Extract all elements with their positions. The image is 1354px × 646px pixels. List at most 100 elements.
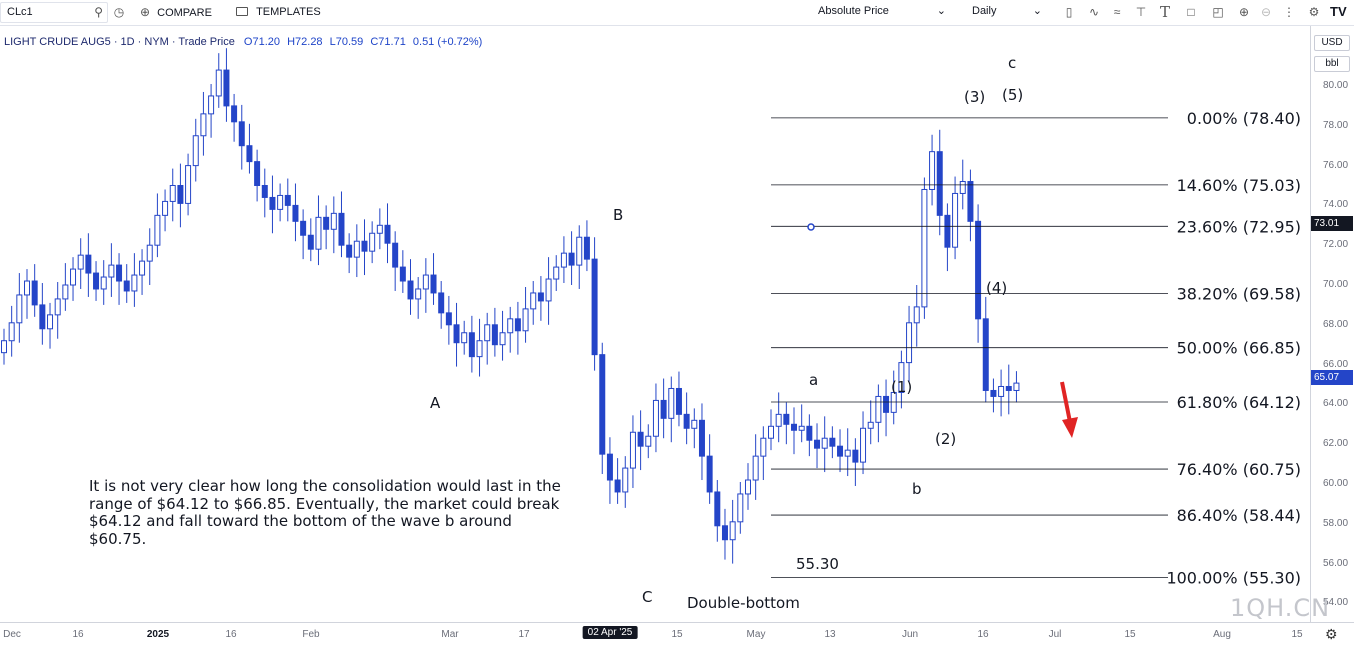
pattern-icon[interactable]: ◰ bbox=[1212, 5, 1224, 19]
candle-down bbox=[468, 332, 475, 358]
candle-up bbox=[376, 224, 383, 234]
price-tick-label: 66.00 bbox=[1323, 358, 1349, 370]
legend-title: LIGHT CRUDE AUG5 · 1D · NYM · Trade Pric… bbox=[4, 36, 235, 48]
candle-up bbox=[768, 425, 774, 439]
candle-down bbox=[936, 151, 943, 216]
candles-icon[interactable]: ▯ bbox=[1065, 5, 1073, 19]
candle-up bbox=[16, 294, 23, 324]
time-tick-label: Feb bbox=[302, 629, 320, 640]
price-tick-label: 76.00 bbox=[1323, 159, 1349, 171]
candle-down bbox=[944, 214, 951, 248]
symbol-search-input[interactable]: CLc1 ⚲ bbox=[0, 2, 108, 23]
trend-lines-icon[interactable]: ≈ bbox=[1113, 5, 1121, 19]
candle-up bbox=[77, 254, 84, 270]
candle-up bbox=[844, 449, 851, 457]
compare-button[interactable]: ⊕ COMPARE bbox=[140, 2, 212, 23]
candle-up bbox=[484, 324, 491, 342]
currency-select[interactable]: USD bbox=[1314, 35, 1350, 51]
time-tick-label: 15 bbox=[1124, 629, 1136, 640]
candle-down bbox=[123, 280, 130, 292]
candle-up bbox=[691, 419, 698, 429]
indicators-icon[interactable]: ∿ bbox=[1088, 5, 1100, 19]
candle-down bbox=[292, 204, 299, 222]
unit-select[interactable]: bbl bbox=[1314, 56, 1350, 72]
candle-up bbox=[821, 437, 828, 449]
interval-select[interactable]: Daily ⌄ bbox=[962, 2, 1048, 23]
candle-up bbox=[752, 455, 759, 481]
history-icon[interactable]: ◷ bbox=[113, 5, 125, 19]
price-tick-label: 68.00 bbox=[1323, 318, 1349, 330]
templates-label: TEMPLATES bbox=[256, 6, 321, 18]
time-axis[interactable]: Dec 16 2025 16 Feb Mar 17 02 Apr '25 15 May 13 Jun 1… bbox=[0, 622, 1354, 646]
candle-down bbox=[982, 318, 989, 391]
price-axis[interactable]: USD bbl 80.00 78.00 76.00 74.00 72.00 70.00 68… bbox=[1310, 26, 1354, 622]
last-price-label: 65.07 bbox=[1311, 370, 1353, 385]
price-tick-label: 62.00 bbox=[1323, 438, 1349, 450]
price-tick-label: 54.00 bbox=[1323, 597, 1349, 609]
fib-level-label: 38.20% (69.58) bbox=[1177, 284, 1301, 303]
wave-B-label: B bbox=[613, 206, 623, 224]
time-tick-label: 16 bbox=[225, 629, 237, 640]
candle-down bbox=[307, 234, 314, 250]
templates-button[interactable]: TEMPLATES bbox=[236, 2, 321, 23]
candle-up bbox=[100, 276, 107, 290]
legend-close: C71.71 bbox=[370, 36, 406, 48]
axis-settings-gear-icon[interactable]: ⚙ bbox=[1325, 626, 1338, 642]
time-tick-label: 15 bbox=[671, 629, 683, 640]
zoom-out-icon[interactable]: ⊖ bbox=[1260, 5, 1272, 19]
price-mode-select[interactable]: Absolute Price ⌄ bbox=[808, 2, 954, 23]
candle-up bbox=[729, 521, 736, 541]
crosshair-price-label: 73.01 bbox=[1311, 216, 1353, 231]
wave-2-label: (2) bbox=[935, 430, 956, 448]
candle-down bbox=[783, 413, 790, 425]
wave-a-label: a bbox=[809, 371, 818, 389]
candle-down bbox=[721, 525, 728, 541]
price-chart[interactable]: 0.00% (78.40) 14.60% (75.03) 23.60% (72.95… bbox=[0, 26, 1310, 622]
candle-up bbox=[576, 236, 583, 266]
candle-up bbox=[744, 479, 751, 495]
candle-up bbox=[200, 113, 207, 137]
candle-up bbox=[775, 413, 782, 427]
horizontal-line-icon[interactable]: ⊤ bbox=[1135, 5, 1147, 19]
fib-level-label: 76.40% (60.75) bbox=[1177, 460, 1301, 479]
candle-down bbox=[837, 445, 844, 457]
candle-up bbox=[545, 278, 552, 302]
candle-up bbox=[652, 399, 659, 437]
candle-down bbox=[606, 453, 613, 481]
candle-up bbox=[47, 314, 54, 330]
candle-down bbox=[1005, 385, 1012, 391]
candle-down bbox=[338, 212, 345, 246]
time-tick-label: 17 bbox=[518, 629, 530, 640]
settings-gear-icon[interactable]: ⚙ bbox=[1308, 5, 1320, 19]
candle-down bbox=[93, 272, 100, 290]
time-tick-label: Dec bbox=[3, 629, 21, 640]
wave-3-label: (3) bbox=[964, 88, 985, 106]
candle-down bbox=[177, 185, 184, 204]
candle-down bbox=[852, 449, 859, 463]
text-tool-icon[interactable]: T bbox=[1159, 3, 1170, 21]
time-tick-label: 2025 bbox=[146, 629, 170, 640]
zoom-in-icon[interactable]: ⊕ bbox=[1238, 5, 1250, 19]
candle-up bbox=[760, 437, 767, 457]
candle-up bbox=[24, 280, 31, 296]
legend-low: L70.59 bbox=[329, 36, 364, 48]
shapes-icon[interactable]: □ bbox=[1187, 5, 1195, 19]
wave-A-label: A bbox=[430, 394, 441, 412]
interval-value: Daily bbox=[972, 5, 997, 17]
candle-up bbox=[860, 427, 867, 463]
candle-down bbox=[399, 266, 406, 282]
wave-4-label: (4) bbox=[986, 279, 1007, 297]
double-bottom-label: Double-bottom bbox=[687, 594, 800, 612]
candle-down bbox=[323, 216, 330, 230]
chevron-down-icon: ⌄ bbox=[1032, 5, 1042, 17]
compare-label: COMPARE bbox=[157, 7, 212, 19]
price-tick-label: 56.00 bbox=[1323, 557, 1349, 569]
candle-down bbox=[361, 240, 368, 252]
candle-up bbox=[998, 385, 1005, 397]
candle-up bbox=[131, 274, 138, 292]
wave-c-label: c bbox=[1008, 54, 1016, 72]
candle-down bbox=[637, 431, 644, 447]
time-tick-label: 16 bbox=[977, 629, 989, 640]
more-icon[interactable]: ⋮ bbox=[1283, 5, 1295, 19]
watermark-logo: 1QH.CN bbox=[1230, 594, 1331, 622]
